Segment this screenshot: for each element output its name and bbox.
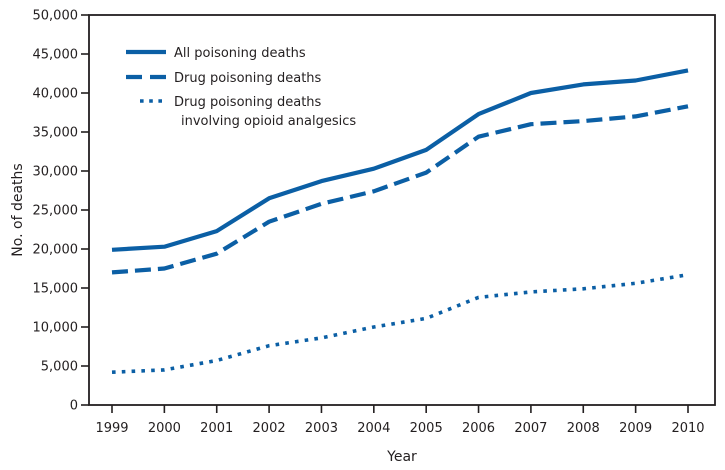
x-tick-label: 2007 xyxy=(514,421,547,436)
y-tick-label: 20,000 xyxy=(33,243,79,258)
y-tick-label: 30,000 xyxy=(33,165,79,180)
series-line-dotted xyxy=(111,272,689,374)
y-tick-label: 0 xyxy=(70,399,78,414)
x-tick-label: 2001 xyxy=(200,421,233,436)
x-axis-title: Year xyxy=(386,449,417,465)
series-layer xyxy=(111,68,689,374)
series-line-dashed xyxy=(111,104,689,275)
x-tick-label: 1999 xyxy=(95,421,128,436)
x-tick-label: 2000 xyxy=(148,421,181,436)
x-tick-label: 2002 xyxy=(253,421,286,436)
series-line-solid xyxy=(111,68,689,252)
y-tick-label: 25,000 xyxy=(33,204,79,219)
legend-label: Drug poisoning deaths xyxy=(174,95,322,110)
x-tick-label: 2005 xyxy=(410,421,443,436)
x-tick-label: 2009 xyxy=(619,421,652,436)
x-tick-label: 2006 xyxy=(462,421,495,436)
y-tick-label: 5,000 xyxy=(41,360,78,375)
y-tick-label: 45,000 xyxy=(33,48,79,63)
x-tick-label: 2008 xyxy=(567,421,600,436)
x-tick-label: 2004 xyxy=(357,421,390,436)
y-tick-label: 10,000 xyxy=(33,321,79,336)
legend-label: All poisoning deaths xyxy=(174,46,306,61)
x-axis: 1999 2000 2001 2002 2003 2004 2005 2006 2007 2008… xyxy=(95,405,705,436)
x-tick-label: 2003 xyxy=(305,421,338,436)
y-axis: 0 5,000 10,000 15,000 20,000 25,000 30,000 35,0… xyxy=(33,9,89,414)
legend-label: Drug poisoning deaths xyxy=(174,71,322,86)
y-tick-label: 35,000 xyxy=(33,126,79,141)
y-tick-label: 40,000 xyxy=(33,87,79,102)
legend: All poisoning deaths Drug poisoning death… xyxy=(126,46,356,129)
y-tick-label: 50,000 xyxy=(33,9,79,24)
x-tick-label: 2010 xyxy=(671,421,704,436)
legend-label: involving opioid analgesics xyxy=(181,114,356,129)
y-tick-label: 15,000 xyxy=(33,282,79,297)
y-axis-title: No. of deaths xyxy=(10,163,26,256)
